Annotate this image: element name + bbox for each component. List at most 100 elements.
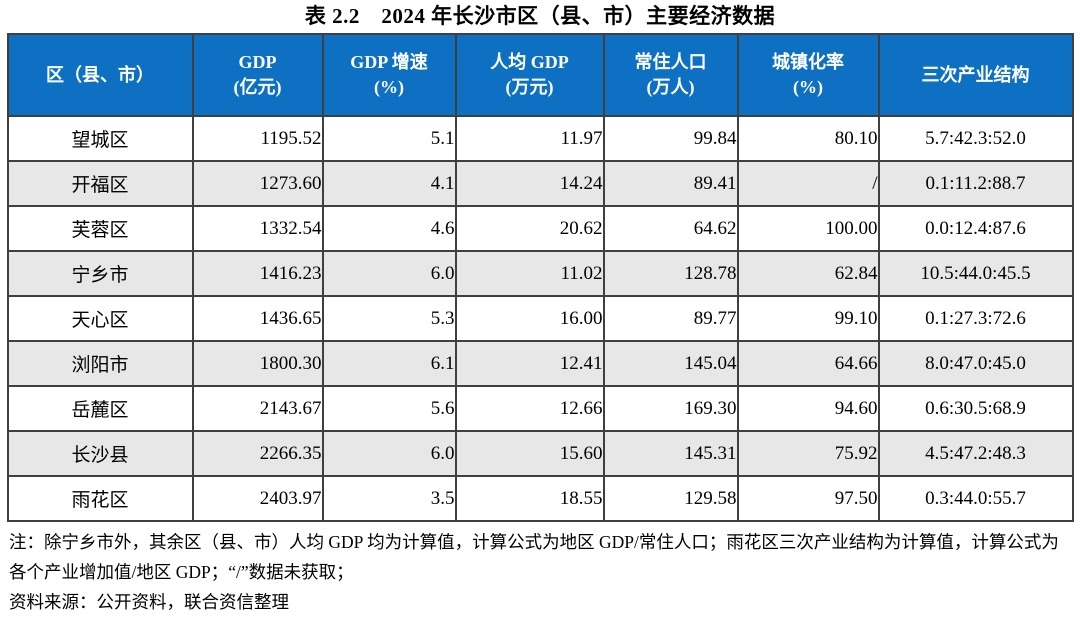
cell-region: 开福区 xyxy=(6,160,194,207)
cell-industry-structure: 0.6:30.5:68.9 xyxy=(877,385,1074,432)
cell-gdp-growth: 4.6 xyxy=(321,205,457,252)
cell-population: 89.41 xyxy=(602,160,739,207)
column-header-label: 城镇化率 xyxy=(772,52,844,72)
cell-industry-structure: 0.1:27.3:72.6 xyxy=(877,295,1074,342)
cell-gdp-per-capita: 16.00 xyxy=(454,295,605,342)
cell-region: 长沙县 xyxy=(6,430,194,477)
cell-gdp-per-capita: 11.97 xyxy=(454,115,605,162)
cell-gdp-growth: 5.3 xyxy=(321,295,457,342)
cell-industry-structure: 0.3:44.0:55.7 xyxy=(877,475,1074,522)
cell-urbanization: / xyxy=(736,160,880,207)
cell-urbanization: 80.10 xyxy=(736,115,880,162)
cell-gdp: 1195.52 xyxy=(191,115,324,162)
cell-region: 宁乡市 xyxy=(6,250,194,297)
column-header-label: 常住人口 xyxy=(634,52,707,72)
cell-urbanization: 99.10 xyxy=(736,295,880,342)
column-header-gdp: GDP (亿元) xyxy=(191,33,324,117)
cell-gdp: 1332.54 xyxy=(191,205,324,252)
cell-population: 99.84 xyxy=(602,115,739,162)
cell-industry-structure: 8.0:47.0:45.0 xyxy=(877,340,1074,387)
cell-gdp-per-capita: 20.62 xyxy=(454,205,605,252)
cell-gdp: 1273.60 xyxy=(191,160,324,207)
table-row: 岳麓区 2143.67 5.6 12.66 169.30 94.60 0.6:3… xyxy=(6,385,1074,432)
cell-region: 望城区 xyxy=(6,115,194,162)
table-row: 浏阳市 1800.30 6.1 12.41 145.04 64.66 8.0:4… xyxy=(6,340,1074,387)
column-header-region: 区（县、市） xyxy=(6,33,194,117)
table-row: 芙蓉区 1332.54 4.6 20.62 64.62 100.00 0.0:1… xyxy=(6,205,1074,252)
column-header-urbanization: 城镇化率 (%) xyxy=(736,33,880,117)
cell-population: 145.31 xyxy=(602,430,739,477)
cell-gdp-per-capita: 15.60 xyxy=(454,430,605,477)
cell-industry-structure: 10.5:44.0:45.5 xyxy=(877,250,1074,297)
cell-gdp-per-capita: 14.24 xyxy=(454,160,605,207)
cell-gdp: 2403.97 xyxy=(191,475,324,522)
cell-urbanization: 64.66 xyxy=(736,340,880,387)
table-row: 雨花区 2403.97 3.5 18.55 129.58 97.50 0.3:4… xyxy=(6,475,1074,522)
footnote-source: 资料来源：公开资料，联合资信整理 xyxy=(9,592,289,612)
column-header-label: GDP 增速 xyxy=(350,52,428,72)
cell-population: 145.04 xyxy=(602,340,739,387)
table-row: 天心区 1436.65 5.3 16.00 89.77 99.10 0.1:27… xyxy=(6,295,1074,342)
cell-urbanization: 100.00 xyxy=(736,205,880,252)
cell-region: 雨花区 xyxy=(6,475,194,522)
footnote-calculation: 注：除宁乡市外，其余区（县、市）人均 GDP 均为计算值，计算公式为地区 GDP… xyxy=(9,532,1059,582)
cell-region: 浏阳市 xyxy=(6,340,194,387)
column-header-label: 三次产业结构 xyxy=(921,64,1030,85)
cell-industry-structure: 4.5:47.2:48.3 xyxy=(877,430,1074,477)
cell-urbanization: 94.60 xyxy=(736,385,880,432)
cell-region: 天心区 xyxy=(6,295,194,342)
cell-urbanization: 75.92 xyxy=(736,430,880,477)
cell-urbanization: 97.50 xyxy=(736,475,880,522)
cell-gdp-per-capita: 11.02 xyxy=(454,250,605,297)
column-header-population: 常住人口 (万人) xyxy=(602,33,739,117)
cell-industry-structure: 5.7:42.3:52.0 xyxy=(877,115,1074,162)
cell-gdp-growth: 6.0 xyxy=(321,430,457,477)
table-header: 区（县、市） GDP (亿元) GDP 增速 (%) 人均 GDP (万元) 常住人口… xyxy=(6,33,1074,117)
cell-gdp-growth: 5.6 xyxy=(321,385,457,432)
cell-gdp-growth: 6.1 xyxy=(321,340,457,387)
column-header-unit: (亿元) xyxy=(233,77,282,97)
cell-gdp-growth: 6.0 xyxy=(321,250,457,297)
table-row: 长沙县 2266.35 6.0 15.60 145.31 75.92 4.5:4… xyxy=(6,430,1074,477)
column-header-label: 人均 GDP xyxy=(490,52,569,72)
cell-urbanization: 62.84 xyxy=(736,250,880,297)
table-row: 望城区 1195.52 5.1 11.97 99.84 80.10 5.7:42… xyxy=(6,115,1074,162)
cell-gdp-growth: 4.1 xyxy=(321,160,457,207)
column-header-label: GDP xyxy=(238,52,277,72)
cell-gdp: 1800.30 xyxy=(191,340,324,387)
economic-data-table: 区（县、市） GDP (亿元) GDP 增速 (%) 人均 GDP (万元) 常住人口… xyxy=(6,33,1074,522)
cell-gdp: 2143.67 xyxy=(191,385,324,432)
cell-gdp-growth: 3.5 xyxy=(321,475,457,522)
cell-industry-structure: 0.0:12.4:87.6 xyxy=(877,205,1074,252)
header-row: 区（县、市） GDP (亿元) GDP 增速 (%) 人均 GDP (万元) 常住人口… xyxy=(6,33,1074,117)
cell-gdp: 2266.35 xyxy=(191,430,324,477)
cell-population: 169.30 xyxy=(602,385,739,432)
cell-gdp-per-capita: 12.41 xyxy=(454,340,605,387)
cell-gdp: 1416.23 xyxy=(191,250,324,297)
cell-gdp: 1436.65 xyxy=(191,295,324,342)
cell-population: 64.62 xyxy=(602,205,739,252)
column-header-unit: (万人) xyxy=(646,77,695,97)
table-body: 望城区 1195.52 5.1 11.97 99.84 80.10 5.7:42… xyxy=(6,115,1074,522)
cell-industry-structure: 0.1:11.2:88.7 xyxy=(877,160,1074,207)
cell-population: 128.78 xyxy=(602,250,739,297)
table-row: 开福区 1273.60 4.1 14.24 89.41 / 0.1:11.2:8… xyxy=(6,160,1074,207)
table-footnotes: 注：除宁乡市外，其余区（县、市）人均 GDP 均为计算值，计算公式为地区 GDP… xyxy=(9,527,1071,617)
table-row: 宁乡市 1416.23 6.0 11.02 128.78 62.84 10.5:… xyxy=(6,250,1074,297)
cell-region: 芙蓉区 xyxy=(6,205,194,252)
cell-gdp-growth: 5.1 xyxy=(321,115,457,162)
column-header-unit: (万元) xyxy=(505,77,554,97)
column-header-label: 区（县、市） xyxy=(46,64,154,85)
cell-region: 岳麓区 xyxy=(6,385,194,432)
cell-population: 129.58 xyxy=(602,475,739,522)
column-header-gdp-growth: GDP 增速 (%) xyxy=(321,33,457,117)
table-title: 表 2.2 2024 年长沙市区（县、市）主要经济数据 xyxy=(304,4,776,28)
column-header-gdp-per-capita: 人均 GDP (万元) xyxy=(454,33,605,117)
cell-gdp-per-capita: 18.55 xyxy=(454,475,605,522)
cell-population: 89.77 xyxy=(602,295,739,342)
column-header-unit: (%) xyxy=(793,77,823,97)
column-header-unit: (%) xyxy=(374,77,404,97)
cell-gdp-per-capita: 12.66 xyxy=(454,385,605,432)
column-header-industry-structure: 三次产业结构 xyxy=(877,33,1074,117)
